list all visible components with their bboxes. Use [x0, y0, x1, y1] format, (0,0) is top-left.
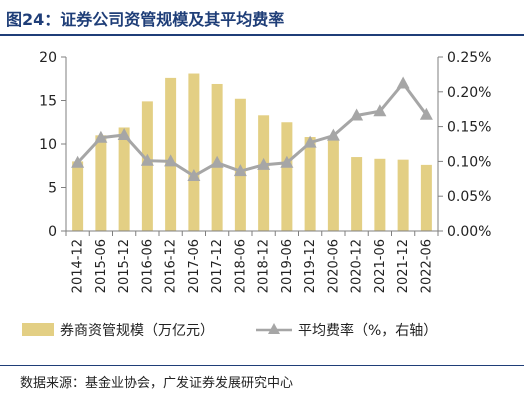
y-right-tick-label: 0.20%: [447, 85, 491, 101]
bar: [281, 122, 293, 231]
x-tick-label: 2018-06: [233, 239, 248, 293]
x-tick-label: 2017-12: [210, 239, 225, 293]
ticks-layer: 0 5 10 15 20 0.00% 0.05% 0.10% 0.15% 0.20% 0.25% 20…: [39, 50, 491, 293]
x-tick-label: 2021-06: [373, 239, 388, 293]
fee-rate-point: [350, 108, 364, 121]
x-tick-label: 2022-06: [419, 239, 434, 293]
y-left-tick-label: 15: [39, 94, 57, 110]
y-right-tick-label: 0.05%: [447, 189, 491, 205]
x-tick-label: 2019-12: [303, 239, 318, 293]
fee-rate-line: [76, 81, 428, 178]
y-right-tick-label: 0.25%: [447, 50, 491, 66]
bar: [397, 159, 409, 231]
fee-rate-point: [326, 128, 340, 141]
fee-rate-point: [187, 169, 201, 182]
title-rule: [0, 34, 524, 36]
fee-rate-point: [257, 157, 271, 170]
bars-layer: [72, 73, 432, 232]
y-left-tick-label: 20: [39, 50, 57, 66]
bar: [95, 135, 107, 231]
fee-rate-point: [419, 107, 433, 120]
legend: 券商资管规模（万亿元） 平均费率（%，右轴）: [22, 322, 437, 339]
y-right-tick-label: 0.15%: [447, 120, 491, 136]
bar: [304, 137, 316, 231]
y-left-tick-label: 0: [48, 224, 57, 240]
x-tick-label: 2015-06: [94, 239, 109, 293]
dual-axis-chart: 0 5 10 15 20 0.00% 0.05% 0.10% 0.15% 0.20% 0.25% 20…: [22, 50, 491, 339]
fee-rate-point: [117, 127, 131, 140]
y-left-tick-label: 5: [48, 181, 57, 197]
bar: [258, 115, 270, 231]
source-note: 数据来源：基金业协会，广发证券发展研究中心: [20, 376, 294, 391]
fee-rate-point: [396, 76, 410, 89]
figure-title: 图24：证券公司资管规模及其平均费率: [6, 10, 285, 29]
fee-rate-point: [233, 164, 247, 177]
y-right-tick-label: 0.10%: [447, 154, 491, 170]
bar: [374, 158, 386, 231]
fee-rate-point: [164, 154, 178, 167]
x-tick-label: 2020-12: [350, 239, 365, 293]
fee-rate-point: [94, 130, 108, 143]
fee-rate-point: [140, 153, 154, 166]
x-tick-label: 2019-06: [280, 239, 295, 293]
fee-rate-point: [71, 155, 85, 168]
fee-rate-point: [373, 104, 387, 117]
x-tick-label: 2016-12: [164, 239, 179, 293]
x-tick-label: 2015-12: [117, 239, 132, 293]
x-tick-label: 2018-12: [257, 239, 272, 293]
bar: [351, 157, 363, 231]
legend-bar-label: 券商资管规模（万亿元）: [60, 323, 214, 339]
x-tick-label: 2014-12: [71, 239, 86, 293]
bar: [420, 164, 432, 231]
bar: [72, 161, 84, 231]
x-tick-label: 2017-06: [187, 239, 202, 293]
fee-rate-point: [210, 155, 224, 168]
fee-rate-point: [280, 155, 294, 168]
bar: [141, 101, 153, 232]
bar: [118, 127, 130, 231]
x-tick-label: 2016-06: [140, 239, 155, 293]
bar: [327, 139, 339, 231]
bar: [188, 73, 200, 231]
line-layer: [71, 76, 433, 182]
y-left-tick-label: 10: [39, 137, 57, 153]
legend-line-label: 平均费率（%，右轴）: [298, 322, 437, 339]
legend-line-marker: [268, 323, 280, 334]
source-rule: [0, 365, 524, 366]
y-right-tick-label: 0.00%: [447, 224, 491, 240]
legend-bar-swatch: [22, 323, 54, 336]
fee-rate-point: [303, 135, 317, 148]
axes-layer: [61, 56, 443, 236]
x-tick-label: 2020-06: [326, 239, 341, 293]
x-tick-label: 2021-12: [396, 239, 411, 293]
